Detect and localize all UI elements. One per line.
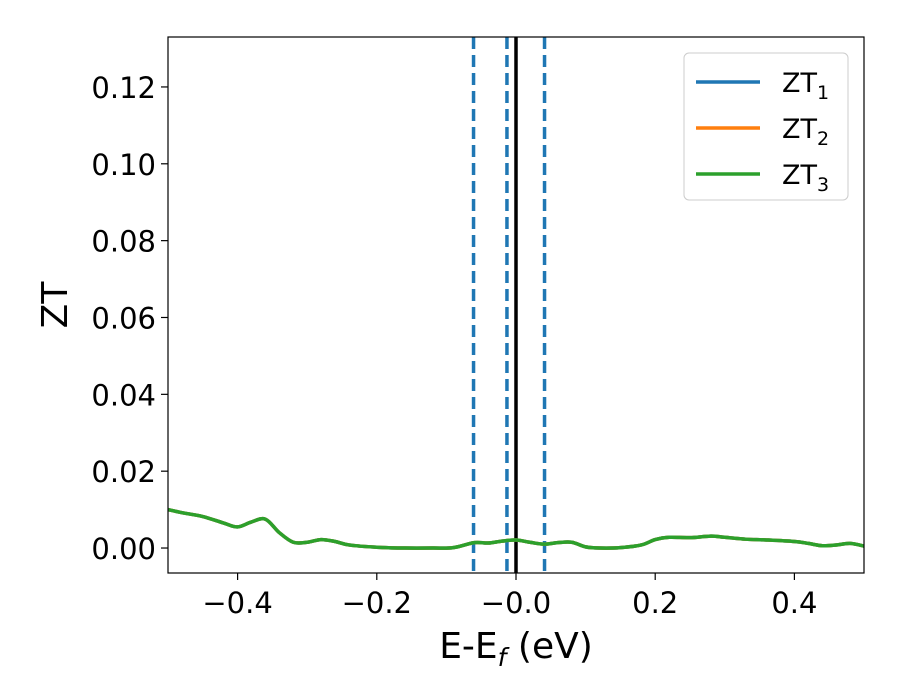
- y-tick-label: 0.04: [91, 378, 156, 412]
- legend-label-zt1: ZT1: [782, 68, 829, 104]
- x-tick-label: −0.2: [342, 586, 412, 620]
- reference-lines: [471, 37, 547, 573]
- series-lines: [168, 507, 864, 550]
- x-tick-label: −0.4: [202, 586, 272, 620]
- y-tick-label: 0.02: [91, 455, 156, 489]
- y-axis-title: ZT: [35, 281, 76, 329]
- legend: ZT1 ZT2 ZT3: [683, 52, 849, 201]
- y-tick-label: 0.12: [91, 71, 156, 105]
- series-line-zt3: [168, 507, 864, 550]
- x-tick-label: −0.0: [481, 586, 551, 620]
- x-axis: −0.4 −0.2 −0.0 0.2 0.4: [202, 573, 817, 620]
- y-tick-label: 0.06: [91, 301, 156, 335]
- y-tick-label: 0.08: [91, 225, 156, 259]
- x-tick-label: 0.2: [632, 586, 678, 620]
- legend-label-zt3: ZT3: [782, 160, 829, 196]
- y-tick-label: 0.10: [91, 148, 156, 182]
- y-tick-label: 0.00: [91, 532, 156, 566]
- legend-label-zt2: ZT2: [782, 114, 829, 150]
- x-axis-title: E-Ef (eV): [439, 626, 593, 672]
- legend-frame: [683, 52, 849, 201]
- y-axis: 0.00 0.02 0.04 0.06 0.08 0.10 0.12: [91, 71, 168, 566]
- x-tick-label: 0.4: [771, 586, 817, 620]
